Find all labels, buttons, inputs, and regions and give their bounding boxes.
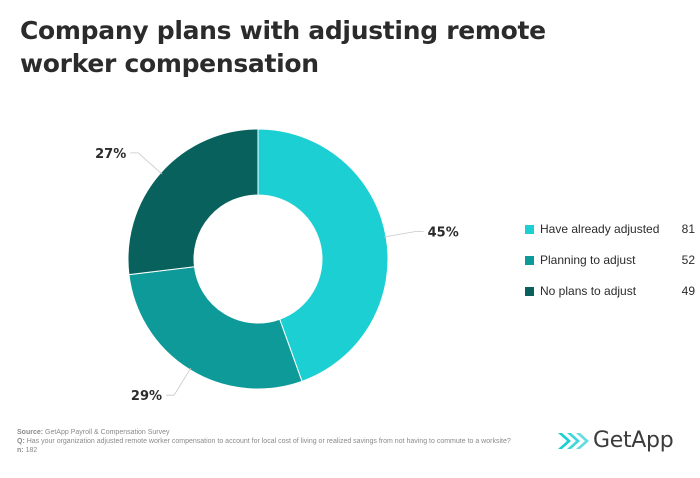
donut-slice-3 bbox=[127, 128, 259, 276]
legend-label-2: Planning to adjust bbox=[540, 253, 636, 267]
leader-line-1 bbox=[384, 231, 424, 238]
getapp-logo: GetApp bbox=[556, 428, 674, 453]
legend-swatch-2 bbox=[525, 255, 534, 265]
question-line: Q: Has your organization adjusted remote… bbox=[17, 438, 511, 445]
legend-value-2: 52 bbox=[681, 253, 695, 267]
legend-value-1: 81 bbox=[681, 222, 695, 236]
source-line: Source: GetApp Payroll & Compensation Su… bbox=[17, 429, 170, 436]
donut-chart: 45% 29% 27% bbox=[95, 128, 459, 404]
legend-label-3: No plans to adjust bbox=[540, 284, 637, 298]
legend-value-3: 49 bbox=[681, 284, 695, 298]
donut-slice-2 bbox=[128, 266, 303, 390]
donut-slice-1 bbox=[257, 128, 389, 382]
legend-item-2: Planning to adjust 52 bbox=[525, 253, 695, 267]
leader-line-3 bbox=[130, 152, 163, 175]
leader-line-2 bbox=[166, 367, 192, 396]
legend-swatch-3 bbox=[525, 286, 534, 296]
percent-label-1: 45% bbox=[428, 226, 459, 241]
chart-footer: Source: GetApp Payroll & Compensation Su… bbox=[17, 428, 517, 455]
getapp-chevrons-icon bbox=[558, 432, 589, 449]
percent-label-3: 27% bbox=[95, 147, 126, 162]
legend-item-1: Have already adjusted 81 bbox=[525, 222, 695, 236]
legend-swatch-1 bbox=[525, 224, 534, 234]
legend: Have already adjusted 81 Planning to adjus… bbox=[525, 222, 695, 315]
sample-size-line: n: 182 bbox=[17, 447, 38, 454]
percent-label-2: 29% bbox=[131, 389, 162, 404]
logo-text: GetApp bbox=[593, 428, 674, 453]
legend-label-1: Have already adjusted bbox=[540, 222, 660, 236]
chart-title: Company plans with adjusting remote work… bbox=[20, 16, 546, 78]
legend-item-3: No plans to adjust 49 bbox=[525, 284, 695, 298]
